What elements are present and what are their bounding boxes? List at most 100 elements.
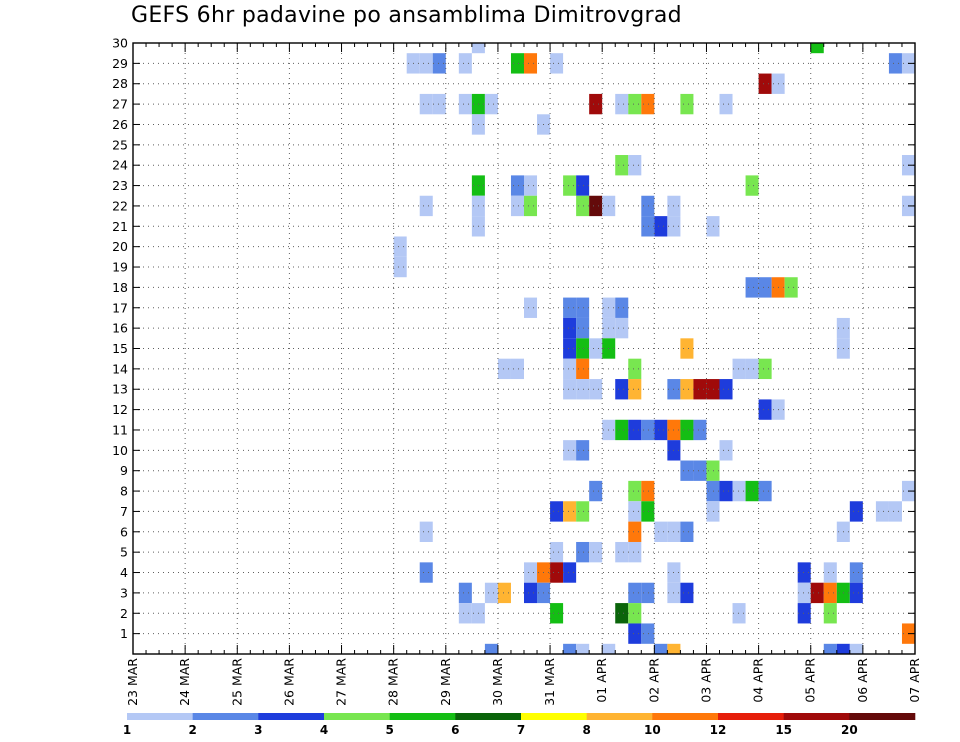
heatmap-cell xyxy=(393,256,407,278)
y-tick-label: 19 xyxy=(112,260,128,275)
heatmap-cell xyxy=(524,53,538,74)
y-tick-label: 29 xyxy=(112,56,128,71)
y-tick-label: 15 xyxy=(112,341,128,356)
heatmap-cell xyxy=(628,521,642,542)
x-tick-label: 06 APR xyxy=(855,658,870,703)
y-tick-label: 1 xyxy=(120,626,128,641)
heatmap-cell xyxy=(641,582,655,604)
heatmap-cell xyxy=(641,216,655,237)
heatmap-cell xyxy=(706,480,720,502)
heatmap-cell xyxy=(810,582,824,604)
heatmap-cell xyxy=(497,358,511,380)
heatmap-cell xyxy=(719,93,733,115)
y-tick-label: 24 xyxy=(112,158,128,173)
heatmap-cell xyxy=(458,93,472,115)
y-tick-label: 16 xyxy=(112,321,128,336)
heatmap-cell xyxy=(471,43,485,54)
heatmap-cell xyxy=(810,43,824,54)
heatmap-cell xyxy=(589,93,603,115)
heatmap-cell xyxy=(524,297,538,318)
heatmap-cell xyxy=(680,521,694,542)
heatmap-cell xyxy=(419,195,433,217)
heatmap-cells xyxy=(393,43,915,654)
x-tick-label: 07 APR xyxy=(907,658,922,703)
grid-lines xyxy=(133,43,915,654)
heatmap-cell xyxy=(836,643,850,654)
x-tick-label: 24 MAR xyxy=(177,658,192,706)
y-tick-label: 14 xyxy=(112,361,128,376)
heatmap-cell xyxy=(576,195,590,217)
heatmap-cell xyxy=(719,480,733,502)
heatmap-cell xyxy=(641,501,655,522)
heatmap-cell xyxy=(615,317,629,339)
y-tick-label: 5 xyxy=(120,545,128,560)
heatmap-cell xyxy=(458,582,472,604)
heatmap-cell xyxy=(745,277,759,298)
y-tick-label: 27 xyxy=(112,97,128,112)
heatmap-cell xyxy=(628,582,642,604)
heatmap-cell xyxy=(680,93,694,115)
heatmap-cell xyxy=(484,643,498,654)
y-tick-label: 8 xyxy=(120,484,128,499)
heatmap-cell xyxy=(654,419,668,441)
heatmap-cell xyxy=(510,195,524,217)
heatmap-cell xyxy=(628,358,642,380)
y-tick-label: 17 xyxy=(112,300,128,315)
heatmap-cell xyxy=(628,541,642,563)
heatmap-cell xyxy=(628,480,642,502)
x-tick-label: 03 APR xyxy=(698,658,713,703)
heatmap-cell xyxy=(563,175,577,196)
heatmap-cell xyxy=(524,582,538,604)
colorbar-label: 8 xyxy=(582,723,590,737)
heatmap-cell xyxy=(849,501,863,522)
colorbar-segment xyxy=(718,713,784,720)
x-tick-label: 25 MAR xyxy=(229,658,244,706)
heatmap-cell xyxy=(576,643,590,654)
y-tick-label: 7 xyxy=(120,504,128,519)
heatmap-cell xyxy=(484,93,498,115)
x-axis: 23 MAR 24 MAR 25 MAR 26 MAR 27 MAR 28 MAR 29 M… xyxy=(125,43,922,706)
heatmap-cell xyxy=(550,53,564,74)
heatmap-cell xyxy=(693,379,707,400)
heatmap-cell xyxy=(732,603,746,624)
colorbar-label: 1 xyxy=(123,723,131,737)
heatmap-cell xyxy=(888,501,902,522)
colorbar-label: 12 xyxy=(710,723,727,737)
heatmap-cell xyxy=(758,73,772,94)
heatmap-cell xyxy=(615,297,629,318)
y-tick-label: 22 xyxy=(112,198,128,213)
colorbar-segment xyxy=(783,713,850,720)
colorbar-segment xyxy=(455,713,522,720)
colorbar-label: 5 xyxy=(385,723,393,737)
heatmap-cell xyxy=(719,440,733,461)
heatmap-cell xyxy=(576,317,590,339)
y-tick-label: 10 xyxy=(112,443,128,458)
colorbar-label: 7 xyxy=(517,723,525,737)
y-tick-label: 23 xyxy=(112,178,128,193)
x-tick-label: 04 APR xyxy=(751,658,766,703)
heatmap-cell xyxy=(563,643,577,654)
heatmap-cell xyxy=(758,480,772,502)
heatmap-cell xyxy=(563,562,577,583)
heatmap-cell xyxy=(641,419,655,441)
heatmap-cell xyxy=(484,582,498,604)
y-tick-label: 21 xyxy=(112,219,128,234)
heatmap-cell xyxy=(641,93,655,115)
heatmap-cell xyxy=(589,379,603,400)
heatmap-cell xyxy=(615,603,629,624)
heatmap-cell xyxy=(706,501,720,522)
heatmap-cell xyxy=(706,460,720,481)
heatmap-cell xyxy=(576,358,590,380)
heatmap-cell xyxy=(888,53,902,74)
y-tick-label: 12 xyxy=(112,402,128,417)
heatmap-cell xyxy=(550,603,564,624)
colorbar-label: 4 xyxy=(320,723,328,737)
heatmap-cell xyxy=(654,521,668,542)
heatmap-cell xyxy=(589,480,603,502)
x-tick-label: 02 APR xyxy=(646,658,661,703)
colorbar-segment xyxy=(652,713,719,720)
heatmap-cell xyxy=(758,277,772,298)
y-tick-label: 3 xyxy=(120,585,128,600)
heatmap-cell xyxy=(797,562,811,583)
heatmap-cell xyxy=(732,480,746,502)
